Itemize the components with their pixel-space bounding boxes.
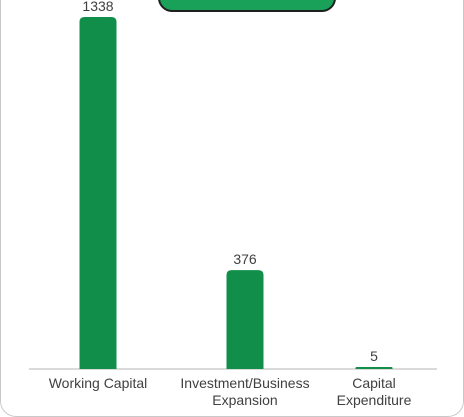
bar-1 — [226, 270, 264, 369]
bar-0 — [79, 17, 117, 369]
data-label-2: 5 — [370, 348, 378, 364]
bar-2 — [355, 367, 393, 369]
category-label-2-line-1: Expenditure — [337, 392, 412, 408]
data-label-1: 376 — [233, 251, 257, 267]
category-label-1: Investment/Business Expansion — [180, 375, 309, 408]
category-label-1-line-0: Investment/Business — [180, 375, 309, 391]
category-label-0: Working Capital — [49, 375, 148, 391]
category-label-1-line-1: Expansion — [212, 392, 277, 408]
data-label-0: 1338 — [82, 0, 113, 14]
category-label-2: Capital Expenditure — [337, 375, 412, 408]
category-label-2-line-0: Capital — [352, 375, 396, 391]
category-label-0-line-0: Working Capital — [49, 375, 148, 391]
